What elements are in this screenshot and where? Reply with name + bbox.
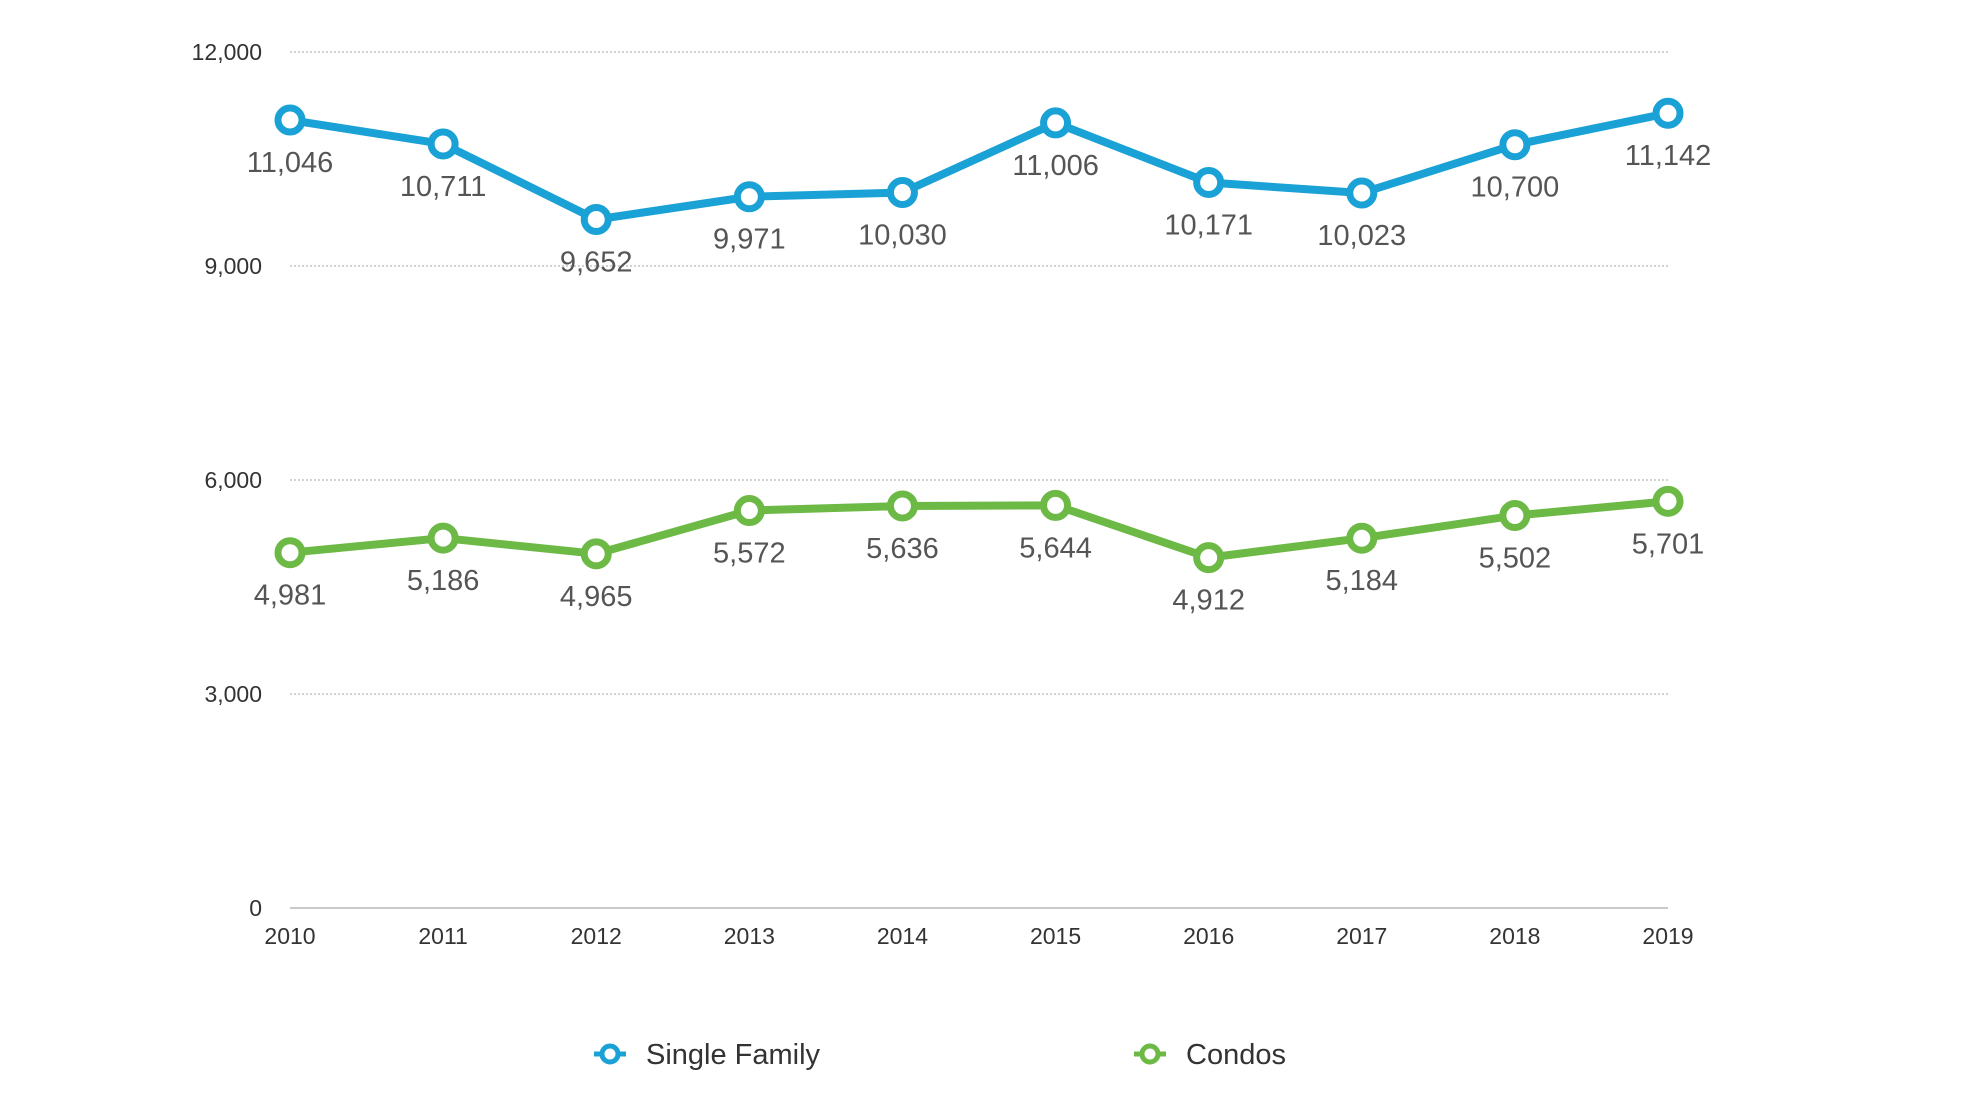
- data-label: 9,971: [713, 224, 786, 256]
- y-tick-label: 9,000: [204, 253, 262, 279]
- data-label-layer: 11,046 10,711 9,652 9,971 10,030 11,006 10,171…: [247, 140, 1712, 616]
- data-label: 4,912: [1172, 585, 1245, 617]
- data-label: 11,046: [247, 147, 334, 179]
- data-point: [1499, 500, 1531, 532]
- y-tick-label: 0: [249, 895, 262, 921]
- x-tick-label: 2017: [1336, 923, 1387, 949]
- series-layer: [274, 97, 1684, 574]
- legend-swatch-marker: [1139, 1043, 1161, 1065]
- legend: Single Family Condos: [594, 1039, 1286, 1071]
- data-label: 10,171: [1164, 209, 1253, 241]
- data-label: 9,652: [560, 246, 633, 278]
- data-label: 5,572: [713, 538, 786, 570]
- y-tick-label: 12,000: [192, 39, 262, 65]
- data-label: 5,636: [866, 533, 939, 565]
- data-point: [427, 128, 459, 160]
- x-tick-label: 2016: [1183, 923, 1234, 949]
- series-line: [286, 497, 1672, 562]
- x-tick-label: 2013: [724, 923, 775, 949]
- data-point: [1346, 177, 1378, 209]
- legend-swatch-marker: [599, 1043, 621, 1065]
- legend-item: Single Family: [594, 1039, 821, 1071]
- x-tick-label: 2015: [1030, 923, 1081, 949]
- data-label: 5,701: [1632, 528, 1705, 560]
- data-label: 11,006: [1012, 150, 1099, 182]
- data-label: 5,644: [1019, 532, 1092, 564]
- grid-layer: [290, 51, 1668, 695]
- data-label: 11,142: [1625, 140, 1712, 172]
- data-point: [1193, 166, 1225, 198]
- legend-label: Condos: [1186, 1039, 1286, 1071]
- data-point: [1499, 129, 1531, 161]
- data-label: 5,186: [407, 565, 480, 597]
- data-point: [274, 104, 306, 136]
- data-label: 10,030: [858, 220, 947, 252]
- data-point: [274, 537, 306, 569]
- axis-layer: 0 3,000 6,000 9,000 12,000 2010 2011 2012 2013 20…: [192, 39, 1694, 949]
- data-point: [580, 203, 612, 235]
- data-point: [1346, 522, 1378, 554]
- data-point: [427, 522, 459, 554]
- legend-label: Single Family: [646, 1039, 821, 1071]
- series-line: [286, 109, 1672, 224]
- x-tick-label: 2011: [418, 923, 467, 949]
- data-label: 4,981: [254, 580, 327, 612]
- y-tick-label: 3,000: [204, 681, 262, 707]
- x-tick-label: 2012: [571, 923, 622, 949]
- data-label: 5,502: [1479, 543, 1552, 575]
- x-tick-label: 2018: [1489, 923, 1540, 949]
- data-label: 4,965: [560, 581, 633, 613]
- data-point: [733, 181, 765, 213]
- x-tick-label: 2014: [877, 923, 928, 949]
- data-point: [733, 495, 765, 527]
- data-label: 10,711: [400, 171, 487, 203]
- y-tick-label: 6,000: [204, 467, 262, 493]
- x-tick-label: 2010: [264, 923, 315, 949]
- data-point: [1040, 107, 1072, 139]
- legend-item: Condos: [1134, 1039, 1286, 1071]
- data-point: [1193, 542, 1225, 574]
- data-point: [886, 177, 918, 209]
- x-tick-label: 2019: [1642, 923, 1693, 949]
- data-point: [1040, 489, 1072, 521]
- data-point: [1652, 97, 1684, 129]
- data-label: 10,023: [1317, 220, 1406, 252]
- data-point: [580, 538, 612, 570]
- data-label: 5,184: [1325, 565, 1398, 597]
- data-point: [886, 490, 918, 522]
- data-point: [1652, 485, 1684, 517]
- data-label: 10,700: [1471, 172, 1560, 204]
